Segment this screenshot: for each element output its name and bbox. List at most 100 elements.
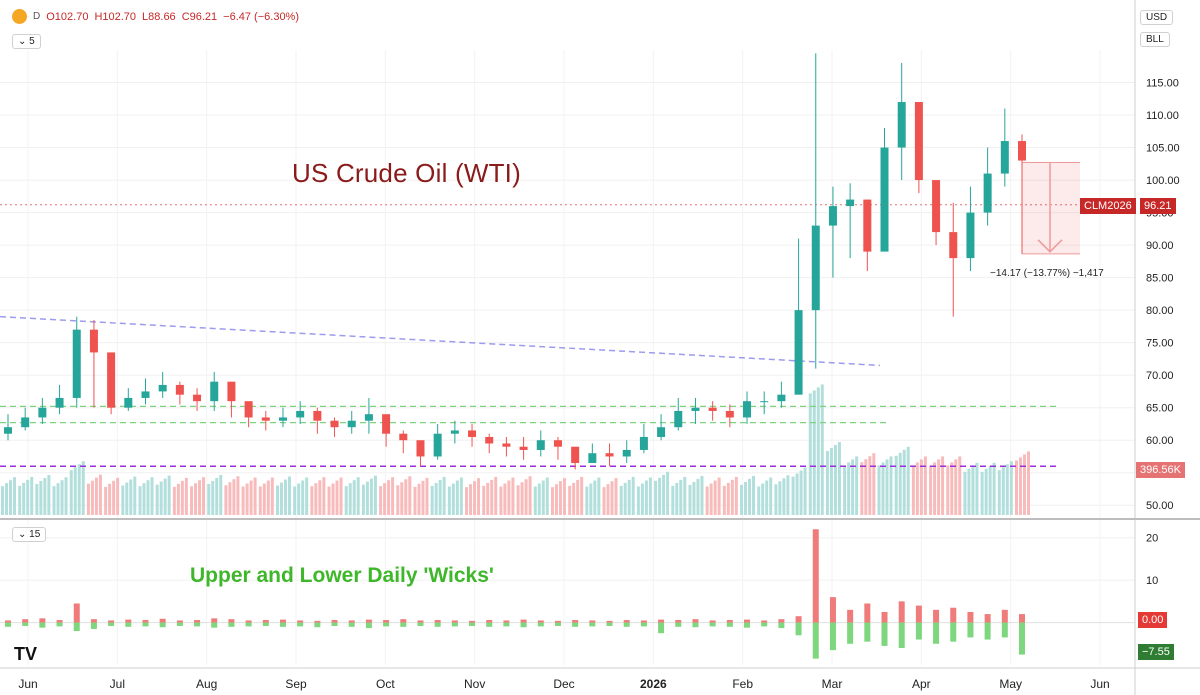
volume-bar [1027,451,1030,515]
volume-bar [648,477,652,515]
volume-bar [455,480,459,515]
candle-body [330,420,339,428]
volume-bar [722,485,726,515]
volume-bar [270,477,274,515]
volume-bar [60,480,64,515]
volume-bar [236,476,240,515]
lower-wick-bar [279,622,286,627]
interval-badge[interactable] [12,9,27,24]
volume-bar [361,484,365,515]
volume-bar [112,480,116,515]
time-tick-label: Apr [912,677,931,691]
volume-bar [116,477,120,515]
volume-bar [133,476,137,515]
wick-lower-tag: −7.55 [1138,644,1174,660]
volume-bar [253,477,257,515]
volume-bar [215,477,219,515]
volume-bar [606,484,610,515]
volume-bar [219,474,223,515]
lower-wick-bar [314,622,321,628]
upper-wick-bar [228,619,235,623]
volume-bar [104,486,108,515]
volume-bar [881,462,885,515]
volume-bar [1009,461,1013,515]
volume-bar [619,485,623,515]
volume-bar [906,446,910,515]
volume-bar [837,442,841,515]
volume-bar [516,485,520,515]
lower-wick-bar [417,622,424,626]
unit-button[interactable]: BLL [1140,32,1170,47]
volume-bar [262,483,266,515]
time-tick-label: Mar [822,677,843,691]
volume-bar [129,479,133,515]
volume-bar [47,474,51,515]
upper-wick-bar [400,619,407,623]
candle-body [622,449,631,457]
upper-wick-bar [108,620,115,623]
volume-bar [967,468,971,515]
volume-bar [5,483,8,515]
volume-bar [730,479,734,515]
upper-wick-bar [967,611,974,623]
currency-button[interactable]: USD [1140,10,1174,25]
candle-body [210,381,219,402]
volume-bar [923,456,927,515]
volume-bar [782,478,786,515]
volume-bars [1,384,1030,515]
volume-bar [430,485,434,515]
volume-bar [176,483,180,515]
candle-body [674,410,683,428]
volume-bar [39,480,43,515]
volume-bar [228,482,232,515]
volume-bar [963,471,967,515]
volume-bar [180,480,184,515]
volume-bar [640,483,644,515]
wick-panel-count: 15 [29,529,41,540]
volume-bar [614,478,618,515]
candle-body [553,440,562,447]
candle-body [399,433,408,441]
candle-body [863,199,872,252]
candle-body [880,147,889,252]
candle-body [4,427,12,434]
volume-bar [528,476,532,515]
volume-bar [717,477,721,515]
time-tick-label: Oct [376,677,395,691]
lower-wick-bar [486,622,493,627]
volume-bar [757,486,761,515]
wick-collapse-button[interactable]: ⌄ 15 [12,527,47,542]
volume-bar [310,486,314,515]
upper-wick-bar [486,620,493,623]
lower-wick-bar [967,622,974,638]
volume-bar [654,480,658,515]
volume-bar [146,480,150,515]
upper-wick-bar [142,620,149,623]
candle-body [657,427,666,437]
volume-bar [597,477,601,515]
lower-wick-bar [572,622,579,627]
volume-bar [98,474,102,515]
lower-wick-bar [658,622,665,634]
lower-wick-bar [5,622,11,627]
main-collapse-button[interactable]: ⌄ 5 [12,34,41,49]
volume-bar [554,484,558,515]
price-tick-label: 105.00 [1146,143,1180,155]
time-tick-label: Jul [110,677,125,691]
main-panel-count: 5 [29,36,35,47]
volume-bar [322,477,326,515]
volume-bar [373,475,377,515]
volume-bar [545,477,549,515]
lower-wick-bar [245,622,252,627]
candle-body [468,430,477,437]
lower-wick-bar [142,622,149,627]
volume-bar [22,482,26,515]
upper-wick-bar [692,619,699,623]
volume-bar [1019,457,1022,515]
volume-bar [778,481,782,515]
grid [0,50,1135,665]
candle-body [760,401,769,403]
volume-bar [816,387,820,515]
volume-bar [937,459,941,515]
